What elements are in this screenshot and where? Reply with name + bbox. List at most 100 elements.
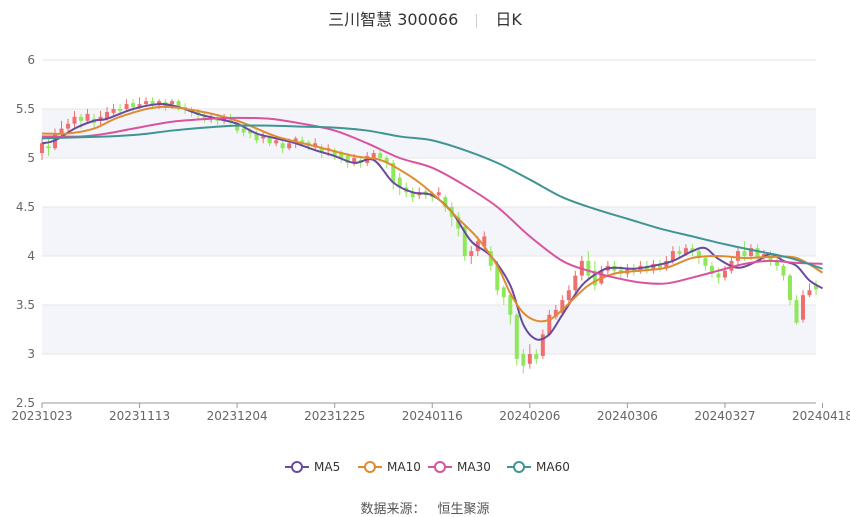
candle-body	[131, 103, 136, 108]
y-tick-label: 3	[27, 347, 35, 361]
legend: MA5 MA10 MA30 MA60	[285, 460, 570, 474]
candle-body	[508, 295, 513, 315]
candle-body	[521, 354, 526, 366]
header-divider	[476, 13, 478, 28]
candle-body	[807, 290, 812, 296]
candle-body	[254, 133, 259, 141]
moving-average-lines	[41, 103, 824, 341]
candle-body	[514, 314, 519, 359]
legend-marker	[364, 461, 376, 473]
candle-body	[111, 109, 116, 113]
candle-body	[469, 251, 474, 256]
candle-body	[716, 273, 721, 278]
candle-body	[722, 270, 727, 278]
source-label: 数据来源：	[360, 502, 426, 517]
candle-body	[280, 143, 285, 149]
ma-line-ma60	[41, 124, 823, 270]
candle-body	[794, 300, 799, 323]
candle-body	[735, 251, 740, 261]
candle-body	[46, 146, 51, 149]
candle-body	[462, 226, 467, 256]
candle-body	[261, 136, 266, 139]
candle-body	[781, 265, 786, 276]
candle-body	[150, 101, 155, 106]
candle-body	[313, 143, 318, 147]
chart-header: 三川智慧 300066 日K	[0, 6, 850, 30]
legend-marker	[513, 461, 525, 473]
candle-body	[566, 290, 571, 301]
source-value: 恒生聚源	[437, 502, 490, 517]
candle-body	[540, 334, 545, 356]
candle-body	[300, 140, 305, 143]
candle-body	[397, 177, 402, 188]
candle-body	[339, 153, 344, 158]
candle-body	[391, 162, 396, 183]
candle-body	[573, 275, 578, 291]
candle-body	[527, 354, 532, 364]
candle-body	[755, 248, 760, 258]
candle-body	[443, 197, 448, 207]
candle-body	[144, 101, 149, 105]
grid-lines	[42, 59, 816, 404]
candle-body	[66, 123, 71, 129]
candle-body	[683, 248, 688, 255]
candle-body	[677, 251, 682, 255]
candle-body	[534, 354, 539, 359]
candle-body	[482, 236, 487, 247]
band	[42, 207, 816, 256]
candle-body	[664, 260, 669, 268]
candle-body	[118, 109, 123, 111]
candle-body	[410, 192, 415, 198]
x-tick-label: 20231204	[207, 409, 268, 423]
candle-body	[85, 113, 90, 121]
candle-body	[670, 251, 675, 261]
candle-body	[547, 314, 552, 335]
y-axis: 2.5 3 3.5 4 4.5 5 5.5 6	[16, 53, 35, 410]
legend-label: MA60	[536, 460, 570, 474]
candle-body	[241, 128, 246, 133]
candle-body	[176, 101, 181, 108]
candle-body	[267, 136, 272, 144]
candle-body	[774, 260, 779, 266]
x-tick-label: 20240206	[499, 409, 560, 423]
x-tick-label: 20231113	[109, 409, 170, 423]
candle-body	[137, 104, 142, 108]
candle-body	[696, 251, 701, 258]
candle-body	[274, 140, 279, 144]
legend-label: MA10	[387, 460, 421, 474]
candle-body	[800, 295, 805, 320]
y-tick-label: 4	[27, 249, 35, 263]
data-source: 数据来源： 恒生聚源	[0, 498, 850, 517]
candle-body	[170, 101, 175, 105]
y-tick-label: 3.5	[16, 298, 35, 312]
candle-body	[235, 123, 240, 131]
background-bands	[42, 109, 816, 354]
candle-body	[592, 270, 597, 286]
legend-label: MA5	[314, 460, 340, 474]
candle-body	[787, 275, 792, 301]
candle-body	[332, 150, 337, 157]
period-label[interactable]: 日K	[495, 10, 522, 29]
candle-body	[59, 128, 64, 134]
candle-body	[378, 153, 383, 158]
x-tick-label: 20240327	[694, 409, 755, 423]
candle-body	[553, 309, 558, 317]
candle-body	[488, 251, 493, 266]
y-tick-label: 2.5	[16, 396, 35, 410]
kline-chart: 2.5 3 3.5 4 4.5 5 5.5 6 20231023 20231113 2023120…	[11, 53, 850, 474]
candle-body	[586, 260, 591, 276]
candle-body	[436, 192, 441, 196]
candle-body	[124, 104, 129, 109]
candle-body	[495, 265, 500, 291]
candle-body	[105, 111, 110, 119]
candle-body	[703, 257, 708, 266]
candle-body	[599, 270, 604, 284]
x-tick-label: 20240116	[402, 409, 463, 423]
candle-body	[384, 158, 389, 163]
candle-body	[248, 130, 253, 134]
ma-line-ma10	[41, 105, 824, 323]
candle-body	[72, 116, 77, 124]
candle-body	[709, 265, 714, 274]
y-tick-label: 5.5	[16, 102, 35, 116]
